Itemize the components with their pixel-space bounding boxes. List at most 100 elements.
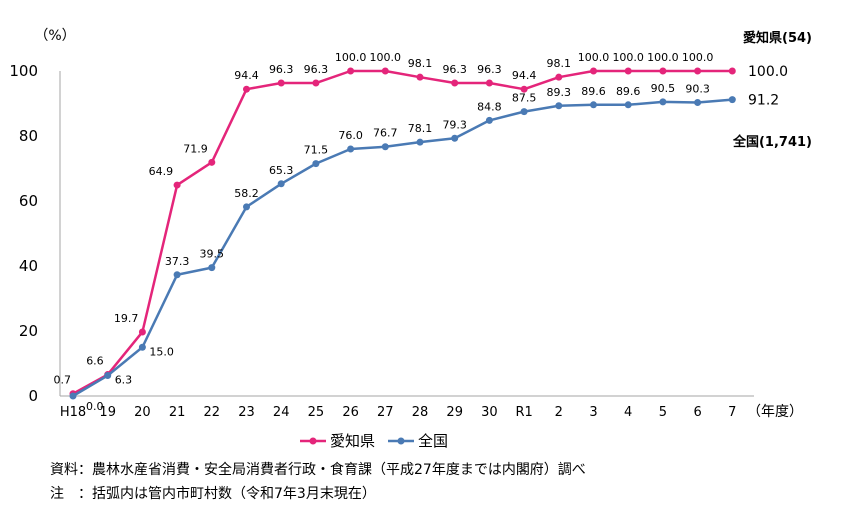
x-tick-label: 5: [659, 405, 667, 420]
x-tick-label: 3: [589, 405, 597, 420]
x-tick-label: 23: [238, 405, 255, 420]
data-point: [485, 116, 493, 124]
x-tick-label: 20: [134, 405, 151, 420]
data-point: [590, 101, 597, 109]
series-line-1: [72, 98, 733, 398]
x-tick-label: 29: [446, 405, 463, 420]
data-label: 96.3: [477, 63, 502, 76]
data-point: [624, 101, 632, 109]
data-point: [208, 264, 216, 272]
y-tick-label: 20: [19, 322, 38, 340]
series-end-name: 全国(1,741): [732, 134, 812, 150]
data-point: [728, 67, 736, 75]
x-tick-label: 28: [412, 405, 429, 420]
source-note: 資料：農林水産省消費・安全局消費者行政・食育課（平成27年度までは内閣府）調べ: [50, 462, 586, 478]
data-point: [138, 343, 146, 351]
data-label: 0.7: [54, 374, 72, 387]
data-label: 89.6: [616, 85, 641, 98]
data-label: 19.7: [114, 312, 139, 325]
data-point: [243, 85, 250, 93]
data-point: [416, 138, 424, 146]
data-label: 64.9: [149, 165, 174, 178]
data-label: 39.5: [200, 248, 225, 261]
data-label: 94.4: [512, 69, 537, 82]
data-point: [451, 134, 459, 142]
x-tick-label: 27: [377, 405, 394, 420]
x-tick-label: 24: [273, 405, 290, 420]
x-tick-label: 4: [624, 405, 632, 420]
data-point: [728, 96, 736, 104]
y-tick-label: 0: [28, 387, 38, 405]
y-tick-label: 40: [19, 257, 38, 275]
data-label: 90.3: [685, 83, 710, 96]
end-value-label: 100.0: [748, 64, 788, 80]
data-point: [659, 98, 667, 106]
data-label: 90.5: [651, 82, 676, 95]
x-tick-label: 6: [693, 405, 701, 420]
data-label: 96.3: [304, 63, 329, 76]
data-label: 84.8: [477, 100, 502, 113]
data-label: 100.0: [578, 51, 610, 64]
data-label: 98.1: [547, 57, 572, 70]
data-point: [590, 67, 597, 75]
legend-swatch-marker: [309, 437, 317, 445]
x-tick-label: 7: [728, 405, 736, 420]
data-label: 0.0: [86, 400, 104, 413]
legend-label: 愛知県: [330, 432, 375, 450]
data-label: 100.0: [612, 51, 644, 64]
data-point: [277, 79, 285, 87]
data-label: 100.0: [682, 51, 714, 64]
data-point: [208, 158, 216, 166]
x-tick-label: 22: [204, 405, 221, 420]
data-point: [485, 79, 493, 87]
data-label: 96.3: [269, 63, 294, 76]
data-label: 96.3: [442, 63, 467, 76]
data-point: [347, 67, 355, 75]
data-label: 37.3: [165, 255, 190, 268]
x-tick-label: 21: [169, 405, 186, 420]
data-point: [312, 160, 320, 168]
x-tick-label: 2: [555, 405, 563, 420]
data-label: 71.5: [304, 144, 329, 157]
x-tick-label: 30: [481, 405, 498, 420]
data-point: [694, 67, 702, 75]
data-point: [104, 372, 112, 380]
data-point: [659, 67, 667, 75]
x-tick-label: R1: [515, 405, 532, 420]
data-label: 76.7: [373, 127, 398, 140]
data-label: 58.2: [234, 187, 259, 200]
data-label: 100.0: [647, 51, 679, 64]
legend-label: 全国: [418, 432, 448, 450]
data-point: [520, 108, 528, 116]
data-point: [138, 328, 146, 336]
y-tick-label: 60: [19, 192, 38, 210]
data-point: [347, 145, 355, 153]
x-tick-label: 19: [99, 405, 116, 420]
data-point: [381, 143, 389, 151]
data-label: 98.1: [408, 57, 433, 70]
data-label: 89.6: [581, 85, 606, 98]
data-label: 94.4: [234, 69, 259, 82]
data-point: [694, 99, 702, 107]
data-point: [624, 67, 632, 75]
series-end-name: 愛知県(54): [743, 30, 812, 46]
data-label: 89.3: [547, 86, 572, 99]
data-label: 76.0: [338, 129, 363, 142]
data-label: 71.9: [183, 142, 208, 155]
y-tick-label: 80: [19, 127, 38, 145]
data-label: 78.1: [408, 122, 433, 135]
data-label: 79.3: [442, 118, 467, 131]
data-label: 65.3: [269, 164, 294, 177]
data-point: [381, 67, 389, 75]
data-point: [555, 73, 563, 81]
data-point: [451, 79, 459, 87]
data-point: [243, 203, 250, 211]
data-point: [416, 73, 424, 81]
data-label: 15.0: [149, 345, 174, 358]
data-label: 100.0: [370, 51, 402, 64]
series-line-0: [72, 69, 733, 395]
end-value-label: 91.2: [748, 93, 779, 109]
x-unit-label: （年度）: [747, 404, 803, 420]
data-point: [312, 79, 320, 87]
y-tick-label: 100: [9, 62, 38, 80]
